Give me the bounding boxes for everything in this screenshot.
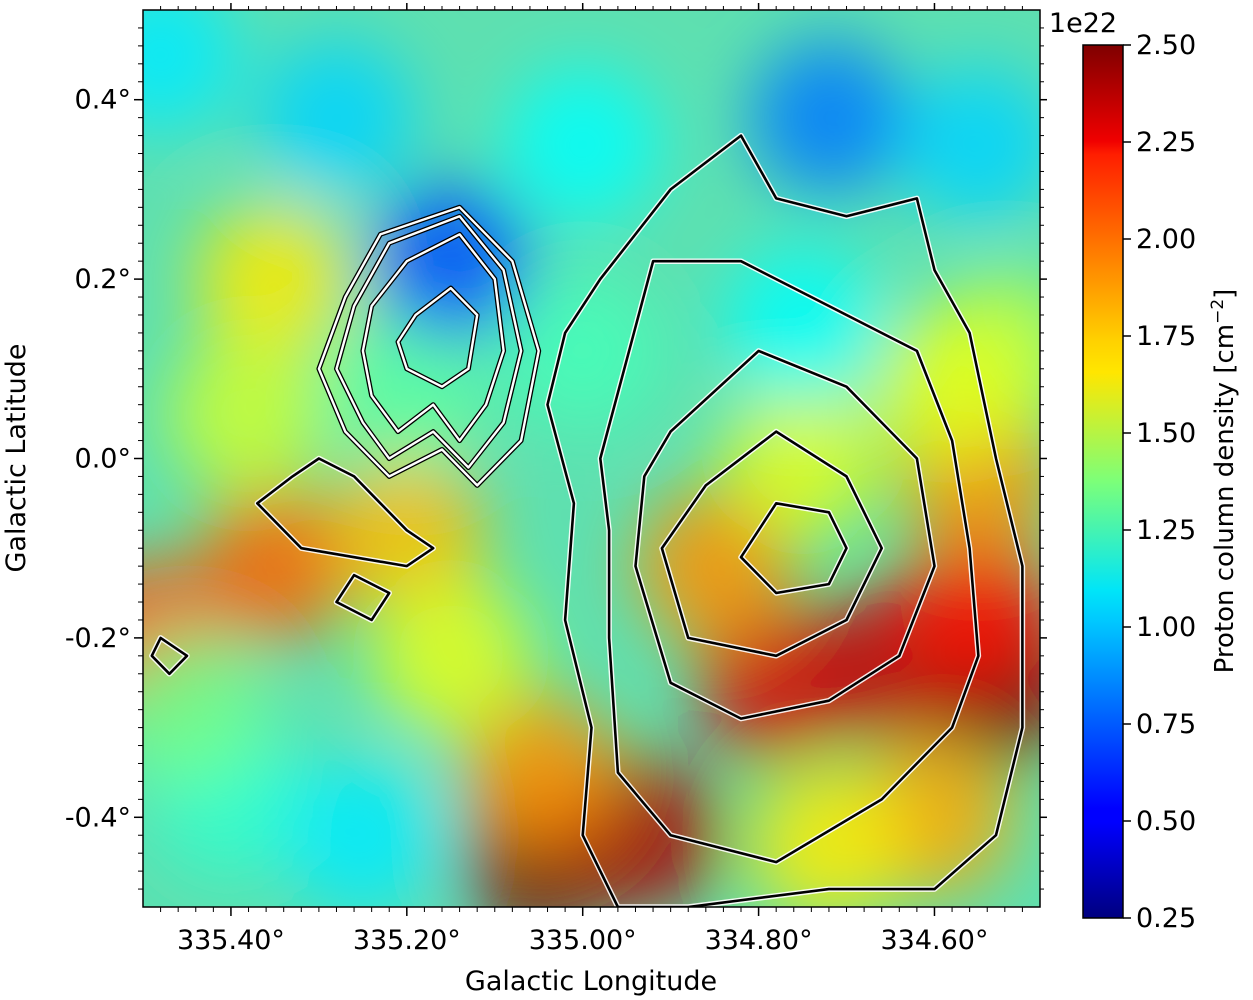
- y-tick-label: 0.2°: [75, 264, 131, 295]
- colorbar: [1083, 45, 1123, 918]
- colorbar-tick-label: 2.50: [1136, 30, 1196, 61]
- x-tick-label: 335.00°: [529, 925, 637, 956]
- white-contours: [316, 204, 542, 488]
- black-contour: [599, 259, 980, 864]
- y-tick-label: 0.0°: [75, 444, 131, 475]
- colorbar-frame: [1082, 44, 1124, 919]
- density-blob: [504, 272, 661, 429]
- density-blob: [504, 66, 661, 223]
- density-blob: [258, 39, 415, 196]
- black-contour: [150, 636, 189, 676]
- black-contours: [149, 132, 1026, 907]
- x-tick-label: 334.60°: [880, 925, 988, 956]
- y-tick-label: -0.4°: [65, 802, 131, 833]
- colorbar-tick-label: 1.25: [1136, 515, 1196, 546]
- colorbar-tick-label: 0.50: [1136, 806, 1196, 837]
- white-contour: [335, 215, 523, 469]
- black-contour: [546, 134, 1024, 907]
- colorbar-label-exponent: −2: [1208, 299, 1228, 324]
- density-blob: [724, 245, 881, 402]
- density-blob: [284, 757, 441, 907]
- density-blob: [196, 201, 353, 358]
- density-blob: [460, 694, 617, 851]
- black-contour: [660, 430, 883, 658]
- white-contour: [317, 206, 540, 487]
- colorbar-label: Proton column density [cm−2]: [1208, 289, 1240, 674]
- white-contour: [396, 286, 479, 388]
- colorbar-label-close: ]: [1210, 289, 1240, 299]
- white-contour: [361, 233, 505, 442]
- density-blob: [372, 183, 529, 340]
- colorbar-offset-text: 1e22: [1049, 8, 1117, 39]
- black-contour: [335, 573, 391, 622]
- x-tick-label: 334.80°: [705, 925, 813, 956]
- density-blob: [170, 335, 327, 492]
- density-field: [143, 10, 1040, 907]
- black-contour: [256, 457, 435, 568]
- y-axis-label: Galactic Latitude: [1, 344, 32, 573]
- y-tick-label: -0.2°: [65, 623, 131, 654]
- y-tick-label: 0.4°: [75, 85, 131, 116]
- density-blob: [724, 380, 881, 537]
- x-axis-label: Galactic Longitude: [465, 966, 717, 997]
- colorbar-tick-label: 0.25: [1136, 903, 1196, 934]
- colorbar-tick-label: 1.75: [1136, 321, 1196, 352]
- density-blob: [750, 766, 907, 907]
- y-axis: 0.4° 0.2° 0.0° -0.2° -0.4°: [65, 27, 1047, 890]
- colorbar-axis: 0.25 0.50 0.75 1.00 1.25 1.50 1.75 2.00 2.25 2.50: [1123, 30, 1196, 934]
- x-tick-label: 335.20°: [353, 925, 461, 956]
- heatmap-plot-area: [143, 10, 1040, 907]
- colorbar-tick-label: 2.25: [1136, 127, 1196, 158]
- density-blob: [750, 39, 907, 196]
- density-blob: [372, 577, 529, 734]
- density-blob: [143, 10, 239, 133]
- x-axis: 335.40° 335.20° 335.00° 334.80° 334.60°: [160, 3, 1023, 956]
- colorbar-tick-label: 1.00: [1136, 612, 1196, 643]
- black-contour: [739, 502, 848, 595]
- density-blob: [196, 488, 353, 645]
- colorbar-tick-label: 1.50: [1136, 418, 1196, 449]
- density-blob: [900, 66, 1040, 223]
- density-blob: [698, 604, 855, 761]
- black-contour: [634, 349, 936, 720]
- colorbar-tick-label: 2.00: [1136, 224, 1196, 255]
- colorbar-label-text: Proton column density [cm: [1210, 324, 1240, 673]
- density-blob: [900, 533, 1040, 689]
- x-tick-label: 335.40°: [177, 925, 285, 956]
- colorbar-tick-label: 0.75: [1136, 709, 1196, 740]
